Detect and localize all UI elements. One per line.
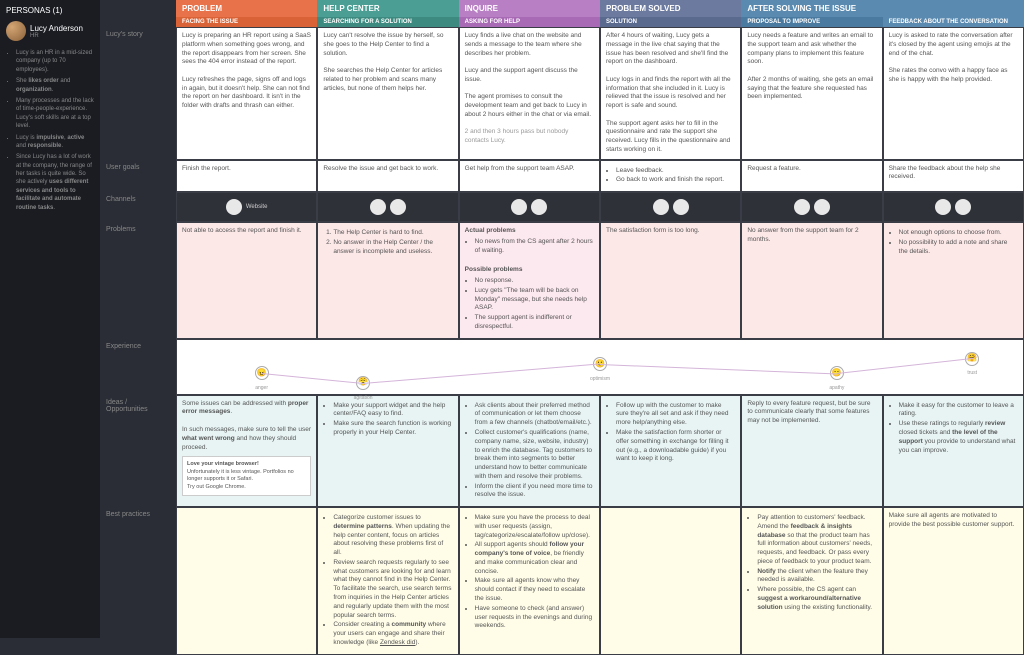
problems-cell: Actual problemsNo news from the CS agent…	[459, 222, 600, 338]
goals-cell: Get help from the support team ASAP.	[459, 160, 600, 193]
goals-cell: Finish the report.	[176, 160, 317, 193]
substage-header: ASKING FOR HELP	[459, 17, 600, 27]
channel-icon	[511, 199, 527, 215]
channel-icon	[794, 199, 810, 215]
persona-bullets: Lucy is an HR in a mid-sized company (up…	[6, 49, 94, 212]
story-cell: After 4 hours of waiting, Lucy gets a me…	[600, 27, 741, 160]
corner	[100, 0, 176, 17]
persona-bullet: She likes order and organization.	[16, 77, 94, 94]
best-cell: Make sure all agents are motivated to pr…	[883, 507, 1024, 654]
substage-header: PROPOSAL TO IMPROVE	[741, 17, 882, 27]
story-cell: Lucy is preparing an HR report using a S…	[176, 27, 317, 160]
channels-cell: Website	[176, 192, 317, 222]
ideas-cell: Ask clients about their preferred method…	[459, 395, 600, 507]
channel-icon	[370, 199, 386, 215]
stage-header: AFTER SOLVING THE ISSUE	[741, 0, 1024, 17]
channel-icon	[814, 199, 830, 215]
substage-header: SOLUTION	[600, 17, 741, 27]
problems-cell: No answer from the support team for 2 mo…	[741, 222, 882, 338]
stage-header: HELP CENTER	[317, 0, 458, 17]
substage-header: FACING THE ISSUE	[176, 17, 317, 27]
channels-cell	[741, 192, 882, 222]
channel-icon	[673, 199, 689, 215]
goals-cell: Resolve the issue and get back to work.	[317, 160, 458, 193]
goals-cell: Leave feedback.Go back to work and finis…	[600, 160, 741, 193]
sidebar-title: PERSONAS (1)	[6, 6, 94, 15]
goals-cell: Share the feedback about the help she re…	[883, 160, 1024, 193]
row-channels-head: Channels	[100, 192, 176, 222]
row-ideas-head: Ideas / Opportunities	[100, 395, 176, 507]
channels-cell	[317, 192, 458, 222]
row-best-head: Best practices	[100, 507, 176, 654]
journey-map: PROBLEMHELP CENTERINQUIREPROBLEM SOLVEDA…	[100, 0, 1024, 638]
row-problems-head: Problems	[100, 222, 176, 338]
ideas-cell: Reply to every feature request, but be s…	[741, 395, 882, 507]
persona-bullet: Lucy is impulsive, active and responsibl…	[16, 134, 94, 151]
ideas-cell: Some issues can be addressed with proper…	[176, 395, 317, 507]
channels-cell	[459, 192, 600, 222]
problems-cell: Not able to access the report and finish…	[176, 222, 317, 338]
globe-icon	[226, 199, 242, 215]
problems-cell: The satisfaction form is too long.	[600, 222, 741, 338]
channels-cell	[883, 192, 1024, 222]
channel-icon	[531, 199, 547, 215]
story-cell: Lucy finds a live chat on the website an…	[459, 27, 600, 160]
persona-bullet: Lucy is an HR in a mid-sized company (up…	[16, 49, 94, 74]
persona-bullet: Many processes and the lack of time-peop…	[16, 97, 94, 131]
goals-cell: Request a feature.	[741, 160, 882, 193]
persona-name: Lucy Anderson	[30, 24, 83, 33]
best-cell	[176, 507, 317, 654]
channel-icon	[935, 199, 951, 215]
avatar	[6, 21, 26, 41]
best-cell	[600, 507, 741, 654]
sidebar: PERSONAS (1) Lucy Anderson HR Lucy is an…	[0, 0, 100, 638]
best-cell: Categorize customer issues to determine …	[317, 507, 458, 654]
row-story-head: Lucy's story	[100, 27, 176, 160]
stage-header: PROBLEM SOLVED	[600, 0, 741, 17]
stage-header: PROBLEM	[176, 0, 317, 17]
channels-cell	[600, 192, 741, 222]
channel-icon	[390, 199, 406, 215]
ideas-cell: Make it easy for the customer to leave a…	[883, 395, 1024, 507]
channel-icon	[955, 199, 971, 215]
substage-header: SEARCHING FOR A SOLUTION	[317, 17, 458, 27]
channel-icon	[653, 199, 669, 215]
persona-bullet: Since Lucy has a lot of work at the comp…	[16, 153, 94, 212]
problems-cell: The Help Center is hard to find.No answe…	[317, 222, 458, 338]
persona-card[interactable]: Lucy Anderson HR	[6, 21, 94, 41]
story-cell: Lucy needs a feature and writes an email…	[741, 27, 882, 160]
corner2	[100, 17, 176, 27]
persona-role: HR	[30, 33, 83, 39]
best-cell: Pay attention to customers' feedback. Am…	[741, 507, 882, 654]
row-exp-head: Experience	[100, 339, 176, 395]
problems-cell: Not enough options to choose from.No pos…	[883, 222, 1024, 338]
ideas-cell: Follow up with the customer to make sure…	[600, 395, 741, 507]
story-cell: Lucy can't resolve the issue by herself,…	[317, 27, 458, 160]
experience-curve: 😠anger😤agitation🙂optimism😑apathy🤗trust	[176, 339, 1024, 395]
story-cell: Lucy is asked to rate the conversation a…	[883, 27, 1024, 160]
ideas-cell: Make your support widget and the help ce…	[317, 395, 458, 507]
row-goals-head: User goals	[100, 160, 176, 193]
best-cell: Make sure you have the process to deal w…	[459, 507, 600, 654]
stage-header: INQUIRE	[459, 0, 600, 17]
substage-header: FEEDBACK ABOUT THE CONVERSATION	[883, 17, 1024, 27]
